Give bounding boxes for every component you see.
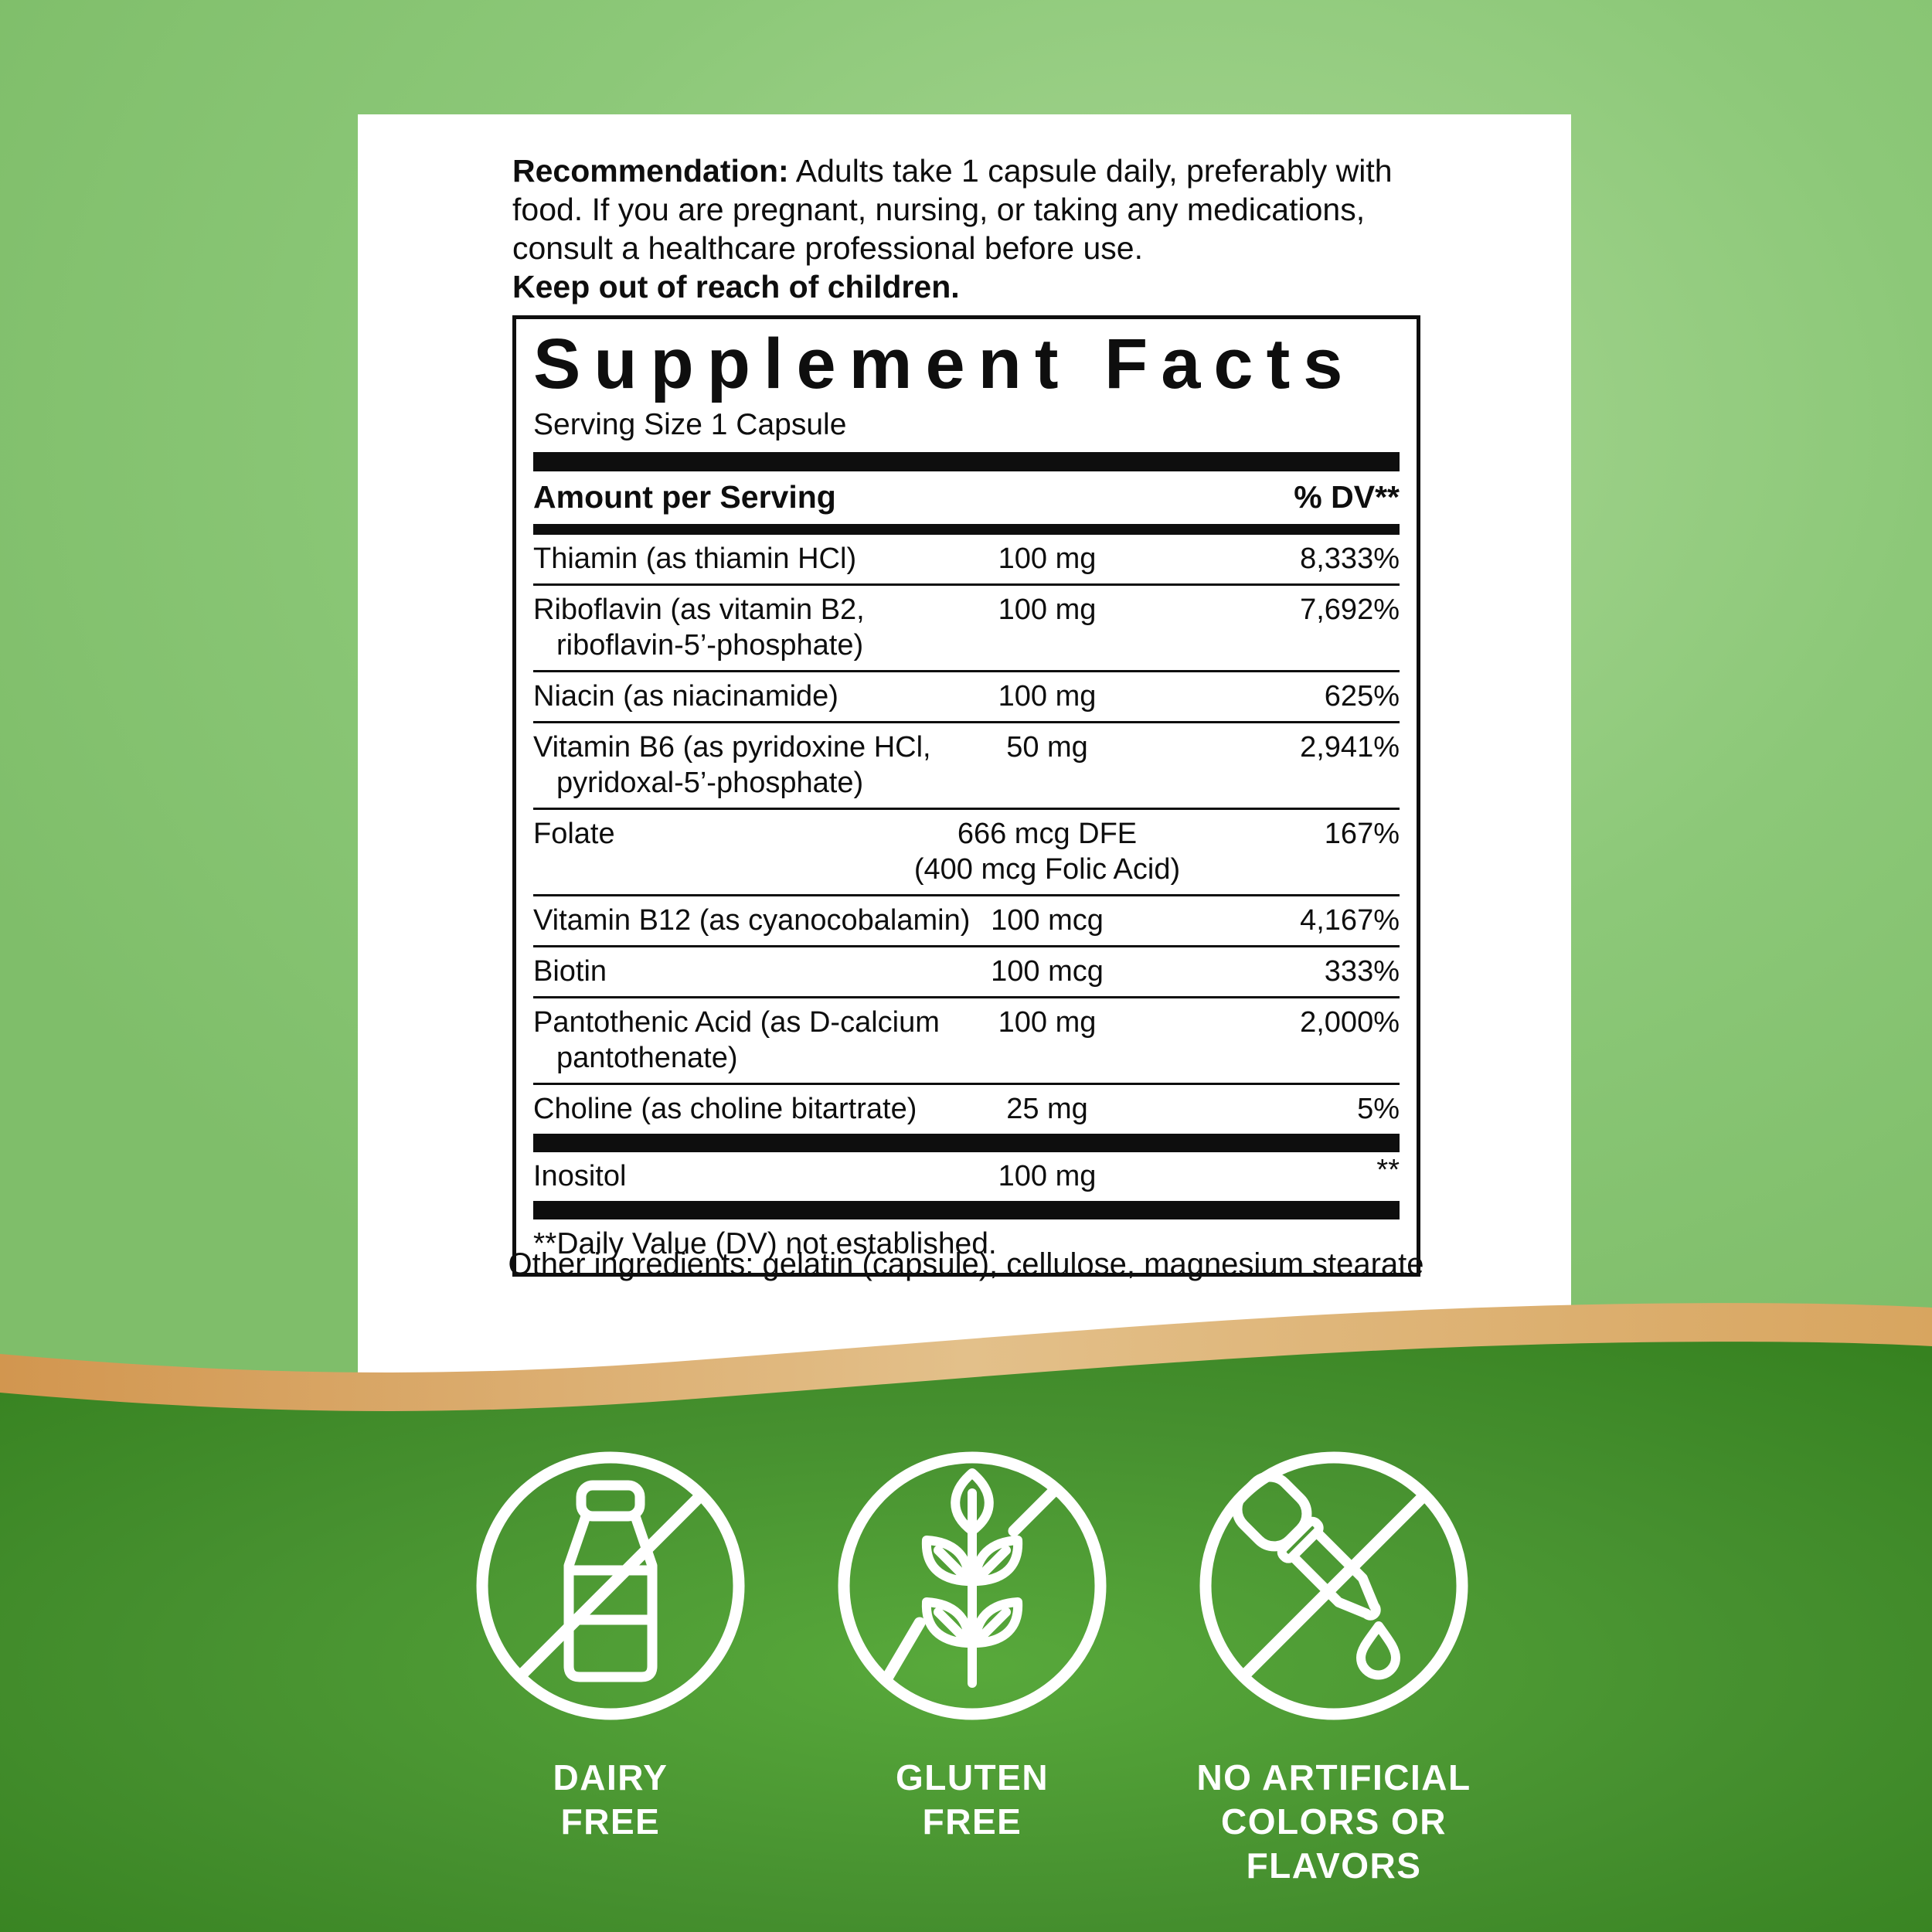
slash: [1237, 1489, 1430, 1682]
serving-size: Serving Size 1 Capsule: [533, 407, 847, 441]
dairy-free-label: DAIRY FREE: [553, 1757, 668, 1842]
dropper-collar: [1277, 1516, 1324, 1563]
divider-bar: [533, 1133, 1400, 1152]
no-dairy-icon: [476, 1451, 745, 1720]
table-row: Biotin 100 mcg 333%: [533, 944, 1400, 996]
table-row: Inositol 100 mg **: [533, 1153, 1400, 1192]
keep-out-of-reach-warning: Keep out of reach of children.: [512, 269, 960, 304]
milk-bottle-cap: [576, 1480, 645, 1522]
supplement-facts-title: Supplement Facts: [533, 325, 1356, 403]
divider-bar: [533, 451, 1400, 471]
liquid-drop: [1356, 1621, 1400, 1680]
slash-upper: [1008, 1484, 1061, 1537]
table-row: Vitamin B12 (as cyanocobalamin) 100 mcg …: [533, 893, 1400, 945]
table-row: Vitamin B6 (as pyridoxine HCl, pyridoxal…: [533, 720, 1400, 808]
table-row: Thiamin (as thiamin HCl) 100 mg 8,333%: [533, 542, 1400, 575]
table-row: Pantothenic Acid (as D-calcium pantothen…: [533, 995, 1400, 1083]
slash-lower: [880, 1617, 926, 1685]
divider-bar: [533, 523, 1400, 535]
wheat-lower-right-leaf: [971, 1597, 1023, 1648]
wheat-upper-left-leaf: [921, 1536, 974, 1586]
percent-dv-header: % DV**: [1294, 478, 1400, 515]
slash: [514, 1489, 707, 1682]
milk-bottle-body: [563, 1511, 658, 1682]
amount-per-serving-header: Amount per Serving: [533, 478, 836, 515]
no-gluten-icon: [838, 1451, 1107, 1720]
dropper-barrel: [1288, 1528, 1381, 1621]
table-row: Niacin (as niacinamide) 100 mg 625%: [533, 669, 1400, 721]
supplement-facts-box: Supplement Facts Serving Size 1 Capsule …: [512, 315, 1420, 1277]
table-header: Amount per Serving % DV**: [533, 471, 1400, 524]
recommendation-line: food. If you are pregnant, nursing, or t…: [512, 192, 1366, 227]
recommendation-text: Recommendation: Adults take 1 capsule da…: [512, 151, 1432, 306]
wheat-upper-right-leaf: [971, 1536, 1023, 1586]
other-ingredients: Other ingredients: gelatin (capsule), ce…: [508, 1247, 1424, 1281]
dv-footnote: **Daily Value (DV) not established.: [533, 1226, 997, 1260]
table-row: Riboflavin (as vitamin B2, riboflavin-5’…: [533, 583, 1400, 670]
wheat-lower-left-leaf: [921, 1597, 974, 1648]
no-artificial-colors-icon: [1199, 1451, 1468, 1720]
recommendation-line: Recommendation: Adults take 1 capsule da…: [512, 153, 1393, 189]
dropper: [1232, 1471, 1381, 1621]
wheat-top-leaf: [951, 1468, 994, 1536]
divider-bar: [533, 1200, 1400, 1219]
no-artificial-colors-label: NO ARTIFICIAL COLORS OR FLAVORS: [1196, 1757, 1471, 1886]
table-row: Folate 666 mcg DFE (400 mcg Folic Acid) …: [533, 807, 1400, 894]
recommendation-lead: Recommendation:: [512, 153, 789, 189]
recommendation-line: consult a healthcare professional before…: [512, 230, 1143, 266]
gluten-free-label: GLUTEN FREE: [895, 1757, 1049, 1842]
table-row: Choline (as choline bitartrate) 25 mg 5%: [533, 1082, 1400, 1134]
